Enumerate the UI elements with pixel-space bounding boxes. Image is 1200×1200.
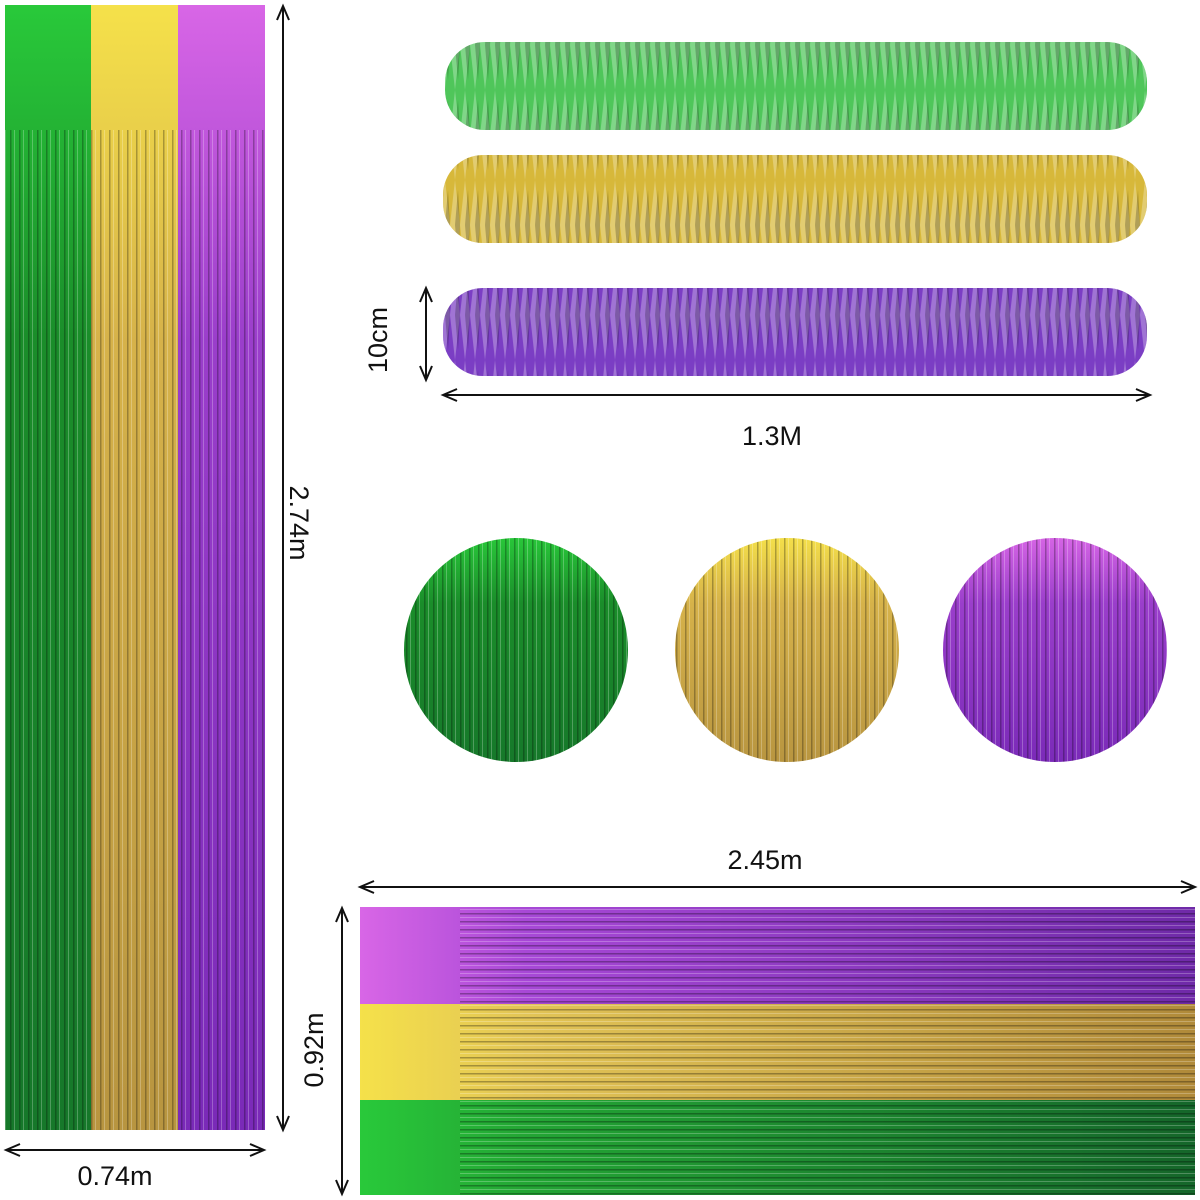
curtain-width-arrow <box>3 1143 267 1157</box>
dimension-label: 2.74m <box>284 485 314 560</box>
backdrop-height-arrow <box>335 905 349 1197</box>
dimension-label: 1.3M <box>742 421 802 451</box>
curtain-height-arrow <box>276 3 290 1133</box>
garland-length-arrow <box>440 388 1153 402</box>
dimension-label: 0.92m <box>299 1012 329 1087</box>
dimension-label: 2.45m <box>727 845 802 875</box>
color-swatches <box>404 538 1167 762</box>
garland-width-arrow <box>419 285 433 383</box>
dimension-label: 0.74m <box>77 1161 152 1191</box>
vertical-curtain <box>5 5 265 1130</box>
garlands <box>443 42 1147 376</box>
backdrop-length-arrow <box>357 880 1198 894</box>
horizontal-backdrop <box>360 907 1195 1195</box>
dimension-label: 10cm <box>363 307 393 373</box>
